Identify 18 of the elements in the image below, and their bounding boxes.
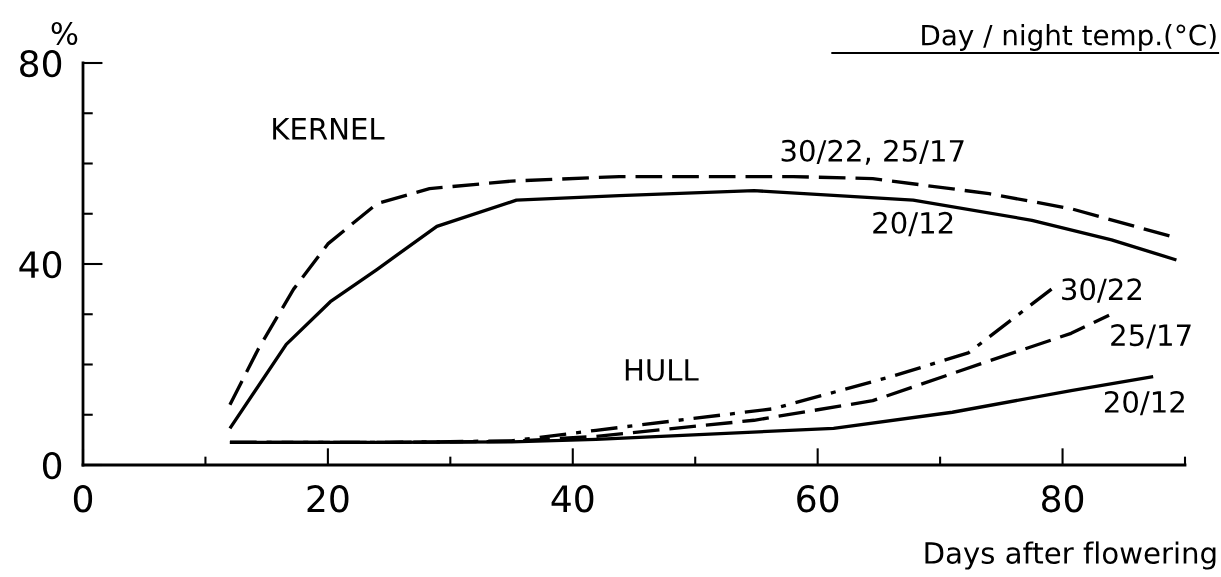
y-tick-label: 0 bbox=[42, 451, 62, 480]
x-tick-label: 60 bbox=[797, 485, 839, 513]
series-label: 20/12 bbox=[873, 211, 953, 237]
series-label: 25/17 bbox=[1111, 324, 1191, 349]
annotation: KERNEL bbox=[273, 118, 385, 140]
legend-title: Day / night temp.(°C) bbox=[922, 24, 1216, 51]
annotation: HULL bbox=[625, 359, 699, 381]
x-tick-label: 80 bbox=[1042, 485, 1084, 513]
x-axis-title: Days after flowering bbox=[925, 541, 1216, 570]
series-label: 30/22, 25/17 bbox=[781, 139, 964, 165]
x-tick-label: 0 bbox=[73, 485, 93, 513]
y-axis-title: % bbox=[51, 21, 78, 46]
series-label: 30/22 bbox=[1062, 278, 1141, 303]
y-tick-label: 40 bbox=[19, 250, 62, 279]
x-tick-label: 40 bbox=[551, 485, 594, 513]
x-tick-label: 20 bbox=[307, 485, 349, 513]
series-label: 20/12 bbox=[1104, 390, 1184, 416]
y-tick-label: 80 bbox=[20, 49, 62, 78]
